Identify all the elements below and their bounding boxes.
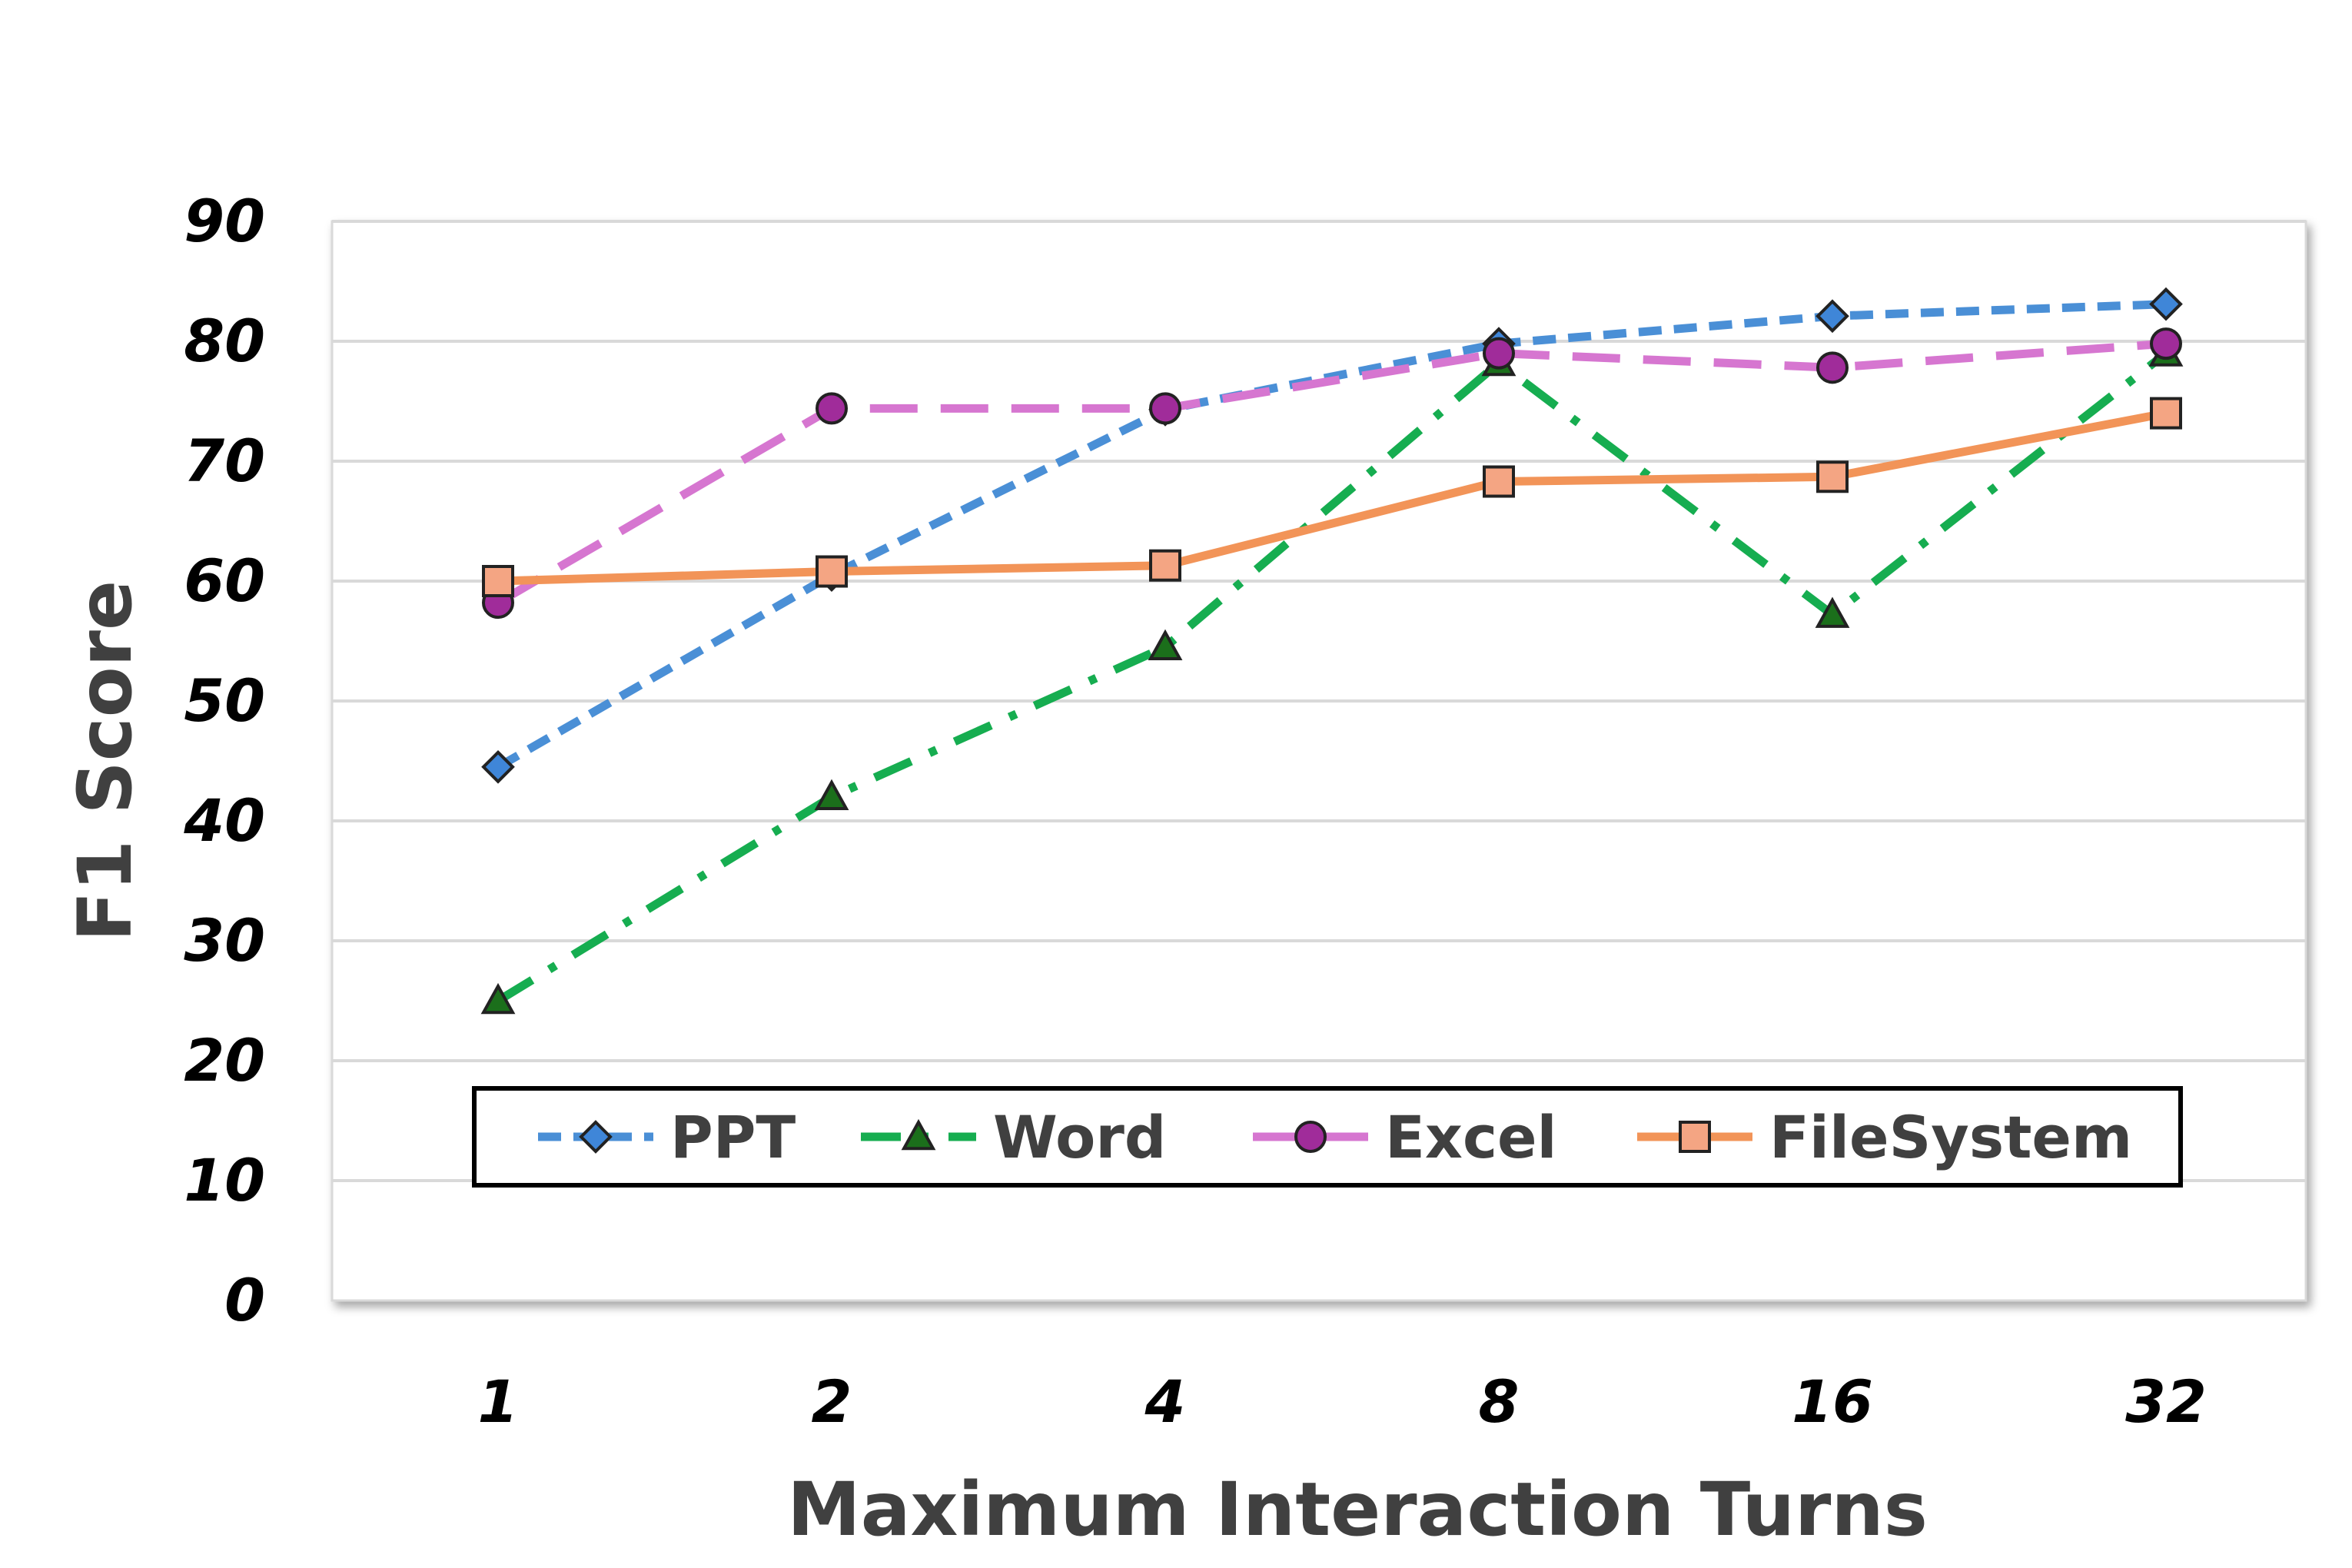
y-axis-title: F1 Score	[62, 580, 148, 942]
y-tick-label: 40	[183, 786, 265, 855]
data-point-ppt	[1815, 299, 1849, 334]
x-axis-ticks: 1 2 4 8 16 32	[478, 1367, 2207, 1436]
data-point-filesystem	[1816, 460, 1849, 493]
x-tick-label: 8	[1479, 1367, 1520, 1436]
y-tick-label: 0	[224, 1266, 265, 1334]
legend-item-word: Word	[861, 1103, 1166, 1171]
y-tick-label: 80	[184, 307, 265, 375]
x-tick-label: 1	[478, 1367, 519, 1436]
legend-label-excel: Excel	[1385, 1103, 1557, 1171]
data-point-excel	[1816, 351, 1849, 384]
data-point-word	[1815, 596, 1850, 628]
data-point-word	[480, 982, 516, 1015]
x-axis-title: Maximum Interaction Turns	[787, 1467, 1928, 1553]
series-word	[480, 335, 2184, 1015]
y-tick-label: 60	[184, 546, 265, 615]
data-point-filesystem	[2150, 397, 2182, 430]
series-group	[480, 287, 2184, 1015]
x-tick-label: 2	[812, 1367, 852, 1436]
x-tick-label: 16	[1792, 1367, 1873, 1436]
data-point-excel	[816, 392, 848, 425]
series-line-excel	[496, 339, 2167, 606]
legend-marker-filesystem	[1679, 1121, 1711, 1153]
data-point-filesystem	[1483, 465, 1515, 498]
legend-item-filesystem: FileSystem	[1637, 1103, 2132, 1171]
series-filesystem	[482, 397, 2182, 597]
legend-label-ppt: PPT	[670, 1103, 796, 1171]
legend-marker-ppt	[579, 1120, 613, 1154]
y-tick-label: 30	[184, 906, 265, 975]
legend-items: PPT Word Excel FileSystem	[538, 1103, 2132, 1171]
y-axis-ticks: 0 10 20 30 40 50 60 70 80 90	[183, 187, 265, 1334]
y-tick-label: 70	[184, 427, 265, 495]
data-point-excel	[1483, 337, 1515, 370]
x-tick-label: 4	[1144, 1367, 1186, 1436]
legend-label-word: Word	[993, 1103, 1166, 1171]
data-point-ppt	[2149, 287, 2183, 321]
y-tick-label: 50	[184, 666, 265, 735]
legend-item-excel: Excel	[1253, 1103, 1557, 1171]
series-line-word	[496, 350, 2169, 1005]
legend-item-ppt: PPT	[538, 1103, 796, 1171]
data-point-filesystem	[816, 555, 848, 588]
y-tick-label: 90	[184, 187, 265, 255]
data-point-word	[814, 779, 849, 810]
data-point-excel	[2150, 327, 2182, 360]
x-tick-label: 32	[2125, 1367, 2207, 1436]
data-point-word	[1148, 629, 1183, 660]
data-point-excel	[1149, 392, 1181, 425]
legend-marker-excel	[1294, 1121, 1327, 1153]
series-line-filesystem	[497, 409, 2168, 586]
data-point-filesystem	[482, 565, 514, 597]
y-tick-label: 20	[184, 1026, 265, 1095]
legend-marker-word	[901, 1118, 936, 1151]
data-point-filesystem	[1149, 549, 1181, 582]
data-point-ppt	[481, 749, 515, 784]
legend-label-filesystem: FileSystem	[1769, 1103, 2132, 1171]
y-tick-label: 10	[184, 1146, 265, 1214]
legend: PPT Word Excel FileSystem	[472, 1086, 2183, 1188]
